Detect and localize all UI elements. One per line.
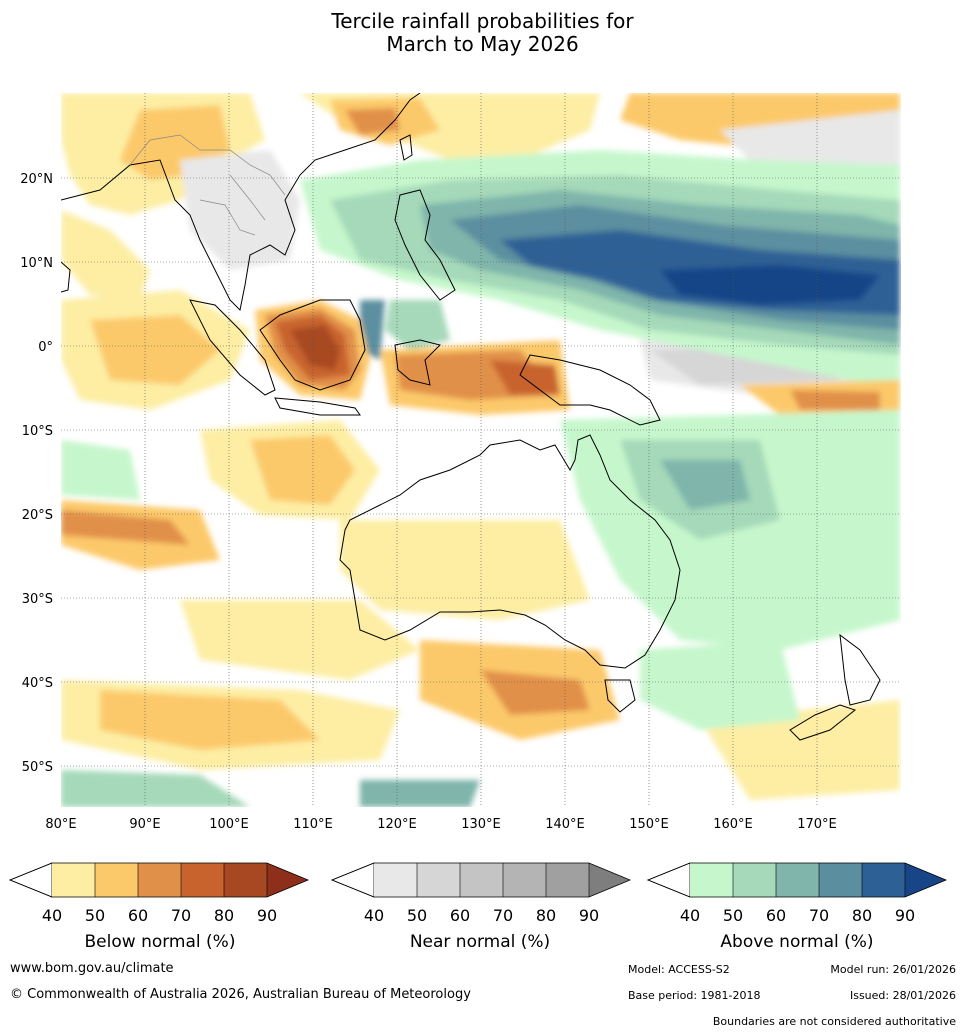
colorbar-swatch (52, 863, 95, 897)
colorbar-swatch (181, 863, 224, 897)
lat-label: 40°S (22, 676, 53, 691)
colorbar-swatch (776, 863, 819, 897)
colorbar-swatch (95, 863, 138, 897)
colorbar-tick: 50 (85, 906, 105, 925)
title-line-1: Tercile rainfall probabilities for (331, 9, 634, 33)
colorbar-swatch (417, 863, 460, 897)
colorbar-tick: 50 (407, 906, 427, 925)
country-borders (129, 134, 286, 236)
lon-label: 100°E (209, 817, 249, 832)
colorbar-tick: 80 (852, 906, 872, 925)
colorbar-tick: 40 (42, 906, 62, 925)
colorbar-tick: 70 (809, 906, 829, 925)
colorbar-label-near: Near normal (%) (409, 932, 551, 952)
colorbar-swatch (374, 863, 417, 897)
lat-label: 10°S (22, 424, 53, 439)
colorbar-tick: 90 (579, 906, 599, 925)
map-title: Tercile rainfall probabilities for March… (0, 10, 965, 56)
colorbar-swatch (733, 863, 776, 897)
lat-label: 50°S (22, 760, 53, 775)
lat-label: 20°S (22, 508, 53, 523)
base-period: Base period: 1981-2018 (628, 989, 761, 1002)
colorbar-tick: 80 (536, 906, 556, 925)
colorbar-tick: 40 (364, 906, 384, 925)
lat-label: 30°S (22, 592, 53, 607)
model-run: Model run: 26/01/2026 (830, 963, 956, 976)
colorbar-swatch (138, 863, 181, 897)
graticule (61, 93, 901, 807)
lat-label: 20°N (20, 172, 53, 187)
new-zealand-south-coast (789, 704, 857, 741)
australia-coast (339, 434, 681, 669)
colorbar-label-below: Below normal (%) (84, 932, 236, 952)
lon-label: 160°E (713, 817, 753, 832)
lon-label: 80°E (45, 817, 76, 832)
colorbar-tick: 80 (214, 906, 234, 925)
colorbar-tick: 90 (257, 906, 277, 925)
lat-label: 0° (38, 340, 53, 355)
lat-label: 10°N (20, 256, 53, 271)
colorbar-swatch (690, 863, 733, 897)
colorbar-above-normal: 40 50 60 70 80 90 (646, 862, 948, 925)
colorbar-swatch (589, 863, 630, 897)
copyright: © Commonwealth of Australia 2026, Austra… (10, 987, 471, 1002)
colorbar-swatch (862, 863, 905, 897)
sulawesi-coast (394, 339, 441, 386)
colorbar-swatch (905, 863, 946, 897)
colorbar-tick: 70 (171, 906, 191, 925)
lon-label: 170°E (797, 817, 837, 832)
colorbar-tick: 50 (723, 906, 743, 925)
philippines-coast (394, 189, 456, 301)
issued-date: Issued: 28/01/2026 (849, 989, 956, 1002)
colorbar-swatch (546, 863, 589, 897)
lon-label: 150°E (629, 817, 669, 832)
colorbar-tick: 60 (766, 906, 786, 925)
longitude-labels: 80°E 90°E 100°E 110°E 120°E 130°E 140°E … (45, 817, 836, 832)
taiwan-coast (399, 134, 413, 161)
boundaries-disclaimer: Boundaries are not considered authoritat… (712, 1015, 956, 1028)
colorbar-tick: 60 (128, 906, 148, 925)
title-line-2: March to May 2026 (386, 32, 579, 56)
latitude-labels: 20°N 10°N 0° 10°S 20°S 30°S 40°S 50°S (20, 172, 53, 775)
lon-label: 140°E (545, 817, 585, 832)
sumatra-coast (189, 299, 276, 396)
colorbar-tick: 60 (450, 906, 470, 925)
new-zealand-north-coast (839, 633, 881, 706)
borneo-coast (259, 299, 366, 391)
lon-label: 110°E (293, 817, 333, 832)
colorbar-label-above: Above normal (%) (720, 932, 874, 952)
colorbar-tick: 40 (680, 906, 700, 925)
lon-label: 130°E (461, 817, 501, 832)
colorbar-swatch (503, 863, 546, 897)
colorbar-near-normal: 40 50 60 70 80 90 (330, 862, 632, 925)
coastlines (61, 93, 881, 741)
colorbar-tick: 90 (895, 906, 915, 925)
colorbar-below-normal: 40 50 60 70 80 90 (8, 862, 310, 925)
colorbar-swatch (224, 863, 267, 897)
website-link[interactable]: www.bom.gov.au/climate (10, 961, 174, 976)
sri-lanka-coast (61, 261, 71, 293)
model-name: Model: ACCESS-S2 (628, 963, 730, 976)
lon-label: 120°E (377, 817, 417, 832)
java-coast (274, 397, 361, 416)
colorbar-swatch (819, 863, 862, 897)
rainfall-map: 20°N 10°N 0° 10°S 20°S 30°S 40°S 50°S 80… (20, 93, 901, 832)
probability-field (61, 93, 901, 807)
lon-label: 90°E (129, 817, 160, 832)
colorbar-tick: 70 (493, 906, 513, 925)
new-guinea-coast (519, 354, 661, 426)
colorbar-swatch (460, 863, 503, 897)
colorbar-swatch (267, 863, 308, 897)
tasmania-coast (604, 679, 636, 713)
mainland-asia-coast (61, 93, 421, 312)
